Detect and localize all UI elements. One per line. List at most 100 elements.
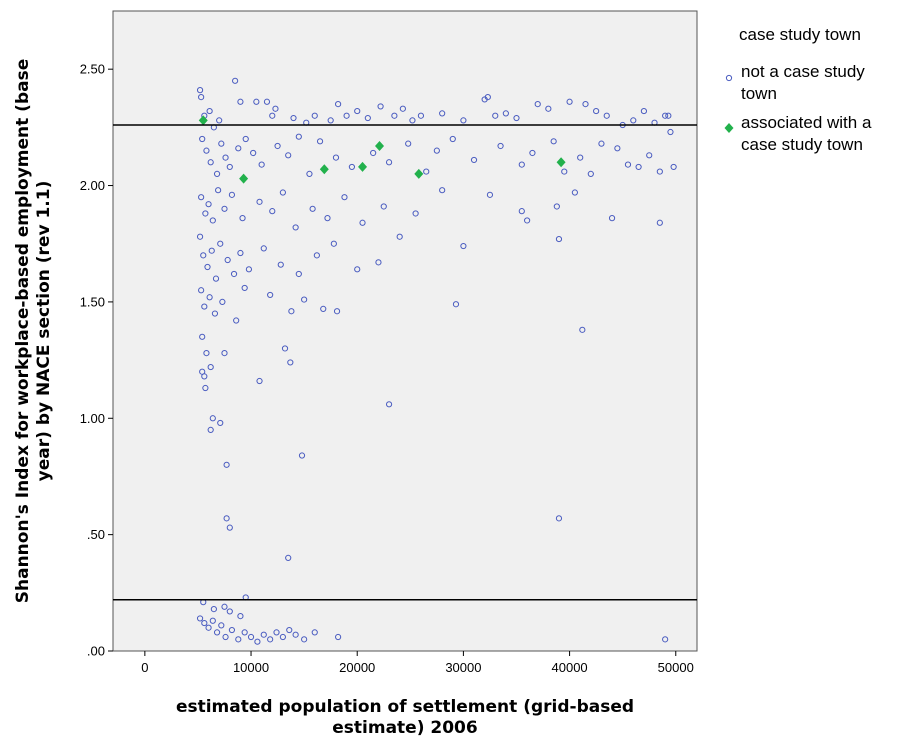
data-point-not-case-study (534, 100, 541, 108)
data-point-not-case-study (218, 622, 225, 629)
data-point-not-case-study (285, 554, 292, 562)
data-point-not-case-study (343, 112, 350, 119)
data-point-not-case-study (513, 114, 520, 122)
data-point-not-case-study (204, 263, 211, 271)
data-point-not-case-study (370, 149, 377, 157)
data-point-not-case-study (285, 152, 292, 159)
data-point-not-case-study (269, 112, 276, 119)
data-point-not-case-study (529, 149, 536, 157)
data-point-not-case-study (226, 163, 233, 171)
data-point-not-case-study (566, 98, 573, 105)
x-tick-label: 40000 (552, 660, 588, 675)
data-point-not-case-study (359, 219, 366, 226)
data-point-not-case-study (354, 266, 361, 273)
data-point-not-case-study (670, 163, 677, 171)
data-point-not-case-study (221, 350, 228, 357)
data-point-not-case-study (210, 606, 217, 613)
legend-marker-not-case-study (725, 74, 733, 82)
data-point-not-case-study (311, 112, 318, 119)
data-point-not-case-study (470, 156, 478, 164)
y-tick-label: 1.00 (80, 411, 105, 426)
data-point-not-case-study (311, 629, 318, 636)
data-point-not-case-study (492, 112, 499, 119)
data-point-not-case-study (614, 145, 621, 152)
data-point-not-case-study (222, 633, 229, 641)
data-point-not-case-study (396, 233, 403, 240)
data-point-case-study (414, 168, 424, 179)
data-point-not-case-study (233, 317, 240, 324)
data-point-not-case-study (555, 235, 563, 243)
legend: case study town not a case study town as… (724, 25, 872, 154)
data-point-case-study (358, 161, 368, 172)
data-point-not-case-study (221, 603, 228, 610)
data-point-not-case-study (196, 233, 204, 240)
data-point-not-case-study (230, 270, 238, 278)
data-point-not-case-study (375, 259, 382, 266)
data-point-not-case-study (630, 117, 637, 124)
data-point-not-case-study (593, 107, 600, 115)
data-point-not-case-study (295, 133, 302, 140)
data-point-not-case-study (201, 303, 208, 310)
data-point-not-case-study (385, 159, 393, 166)
data-point-not-case-study (327, 117, 334, 124)
data-point-not-case-study (253, 98, 260, 105)
data-point-not-case-study (640, 107, 648, 115)
data-point-not-case-study (335, 100, 342, 108)
data-point-not-case-study (405, 140, 412, 147)
data-point-not-case-study (221, 205, 228, 212)
data-point-not-case-study (518, 161, 525, 168)
data-point-not-case-study (235, 636, 242, 643)
data-point-not-case-study (217, 240, 224, 247)
data-point-not-case-study (656, 168, 663, 175)
data-point-not-case-study (205, 624, 212, 631)
data-point-not-case-study (256, 198, 263, 205)
data-point-not-case-study (272, 105, 279, 112)
data-point-not-case-study (316, 138, 324, 145)
data-point-not-case-study (287, 359, 294, 366)
legend-label-case-study-line-2: case study town (741, 135, 863, 154)
data-point-not-case-study (199, 135, 206, 143)
data-point-not-case-study (288, 308, 295, 315)
data-point-not-case-study (423, 168, 430, 175)
data-point-not-case-study (237, 612, 244, 620)
data-point-not-case-study (409, 117, 416, 124)
data-point-not-case-study (335, 633, 342, 641)
data-point-not-case-study (354, 107, 361, 115)
data-point-not-case-study (267, 291, 274, 299)
data-point-not-case-study (449, 135, 456, 143)
data-point-not-case-study (198, 287, 205, 294)
data-point-not-case-study (330, 240, 337, 247)
data-point-not-case-study (224, 256, 231, 264)
data-point-not-case-study (258, 161, 265, 168)
y-tick-label: 2.00 (80, 178, 105, 193)
data-point-not-case-study (279, 633, 286, 641)
data-point-not-case-study (598, 140, 605, 147)
data-point-not-case-study (196, 615, 204, 622)
data-point-not-case-study (667, 128, 674, 136)
data-point-not-case-study (199, 333, 206, 340)
data-point-not-case-study (201, 619, 208, 627)
data-point-not-case-study (324, 215, 331, 222)
y-axis: .00 .50 1.00 1.50 2.00 2.50 (80, 62, 113, 659)
data-point-not-case-study (333, 308, 341, 315)
data-point-not-case-study (412, 210, 419, 217)
data-point-not-case-study (452, 301, 460, 308)
data-point-not-case-study (223, 461, 230, 468)
data-point-not-case-study (245, 266, 253, 273)
data-point-not-case-study (205, 201, 212, 208)
data-point-not-case-study (460, 242, 467, 250)
data-point-not-case-study (439, 110, 446, 117)
data-point-not-case-study (433, 147, 440, 154)
data-point-not-case-study (202, 384, 209, 392)
data-point-not-case-study (226, 524, 233, 531)
data-point-not-case-study (217, 419, 224, 427)
data-point-not-case-study (608, 215, 616, 222)
data-point-not-case-study (295, 270, 302, 278)
y-axis-title-line-1: Shannon's Index for workplace-based empl… (13, 59, 33, 603)
x-axis-title-line-2: estimate) 2006 (332, 718, 477, 738)
data-point-not-case-study (208, 247, 215, 254)
data-point-not-case-study (545, 105, 552, 112)
data-point-case-study (375, 140, 385, 151)
data-point-not-case-study (237, 249, 244, 257)
data-point-not-case-study (207, 426, 214, 434)
